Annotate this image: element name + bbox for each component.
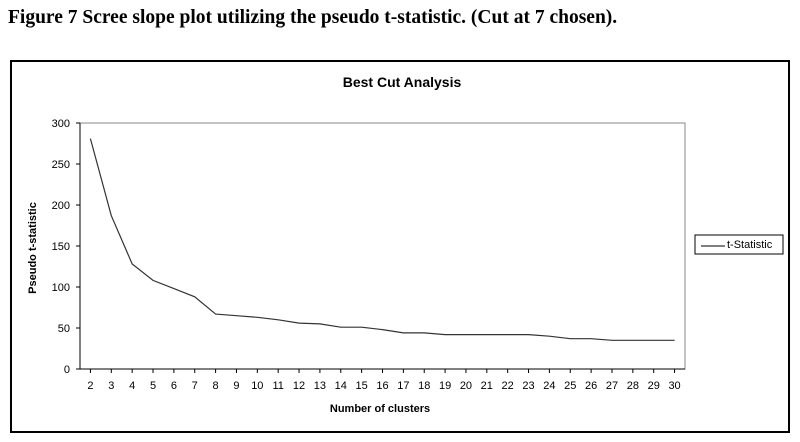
x-tick-label: 16 — [376, 380, 388, 392]
x-tick-label: 25 — [564, 380, 576, 392]
y-tick-label: 0 — [64, 364, 70, 376]
x-tick-label: 14 — [335, 380, 347, 392]
x-tick-label: 9 — [233, 380, 239, 392]
x-tick-label: 21 — [481, 380, 493, 392]
x-tick-label: 10 — [251, 380, 263, 392]
x-tick-label: 30 — [668, 380, 680, 392]
x-tick-label: 17 — [397, 380, 409, 392]
x-tick-label: 2 — [87, 380, 93, 392]
y-tick-label: 200 — [52, 200, 70, 212]
x-tick-label: 4 — [129, 380, 135, 392]
x-tick-label: 7 — [192, 380, 198, 392]
x-tick-label: 27 — [606, 380, 618, 392]
x-tick-label: 24 — [543, 380, 555, 392]
x-tick-label: 22 — [502, 380, 514, 392]
y-axis-ticks: 0 50 100 150 200 250 300 — [52, 118, 80, 376]
x-tick-label: 8 — [213, 380, 219, 392]
y-tick-label: 50 — [58, 323, 70, 335]
y-tick-label: 250 — [52, 159, 70, 171]
y-tick-label: 300 — [52, 118, 70, 130]
chart-title: Best Cut Analysis — [343, 74, 462, 90]
legend: t-Statistic — [694, 234, 784, 255]
x-tick-label: 6 — [171, 380, 177, 392]
x-tick-label: 12 — [293, 380, 305, 392]
x-tick-label: 13 — [314, 380, 326, 392]
x-tick-label: 5 — [150, 380, 156, 392]
x-axis-label: Number of clusters — [330, 403, 430, 415]
x-tick-label: 28 — [627, 380, 639, 392]
figure-caption: Figure 7 Scree slope plot utilizing the … — [8, 7, 618, 28]
y-axis-label: Pseudo t-statistic — [27, 202, 39, 294]
x-tick-label: 23 — [522, 380, 534, 392]
legend-label-t-statistic: t-Statistic — [727, 239, 773, 251]
plot-area — [79, 122, 686, 370]
x-tick-label: 3 — [108, 380, 114, 392]
x-axis-ticks: 2 3 4 5 6 7 8 9 10 11 12 13 14 15 16 17 18 19 20 21 22 23 24 25… — [87, 369, 681, 392]
series-line-t-statistic — [89, 138, 675, 341]
chart-frame — [10, 60, 790, 433]
legend-box — [694, 234, 784, 255]
y-tick-label: 100 — [52, 282, 70, 294]
y-tick-label: 150 — [52, 241, 70, 253]
x-tick-label: 20 — [460, 380, 472, 392]
x-tick-label: 11 — [272, 380, 283, 392]
x-tick-label: 15 — [356, 380, 368, 392]
x-tick-label: 18 — [418, 380, 430, 392]
x-tick-label: 29 — [648, 380, 660, 392]
x-tick-label: 26 — [585, 380, 597, 392]
x-tick-label: 19 — [439, 380, 451, 392]
